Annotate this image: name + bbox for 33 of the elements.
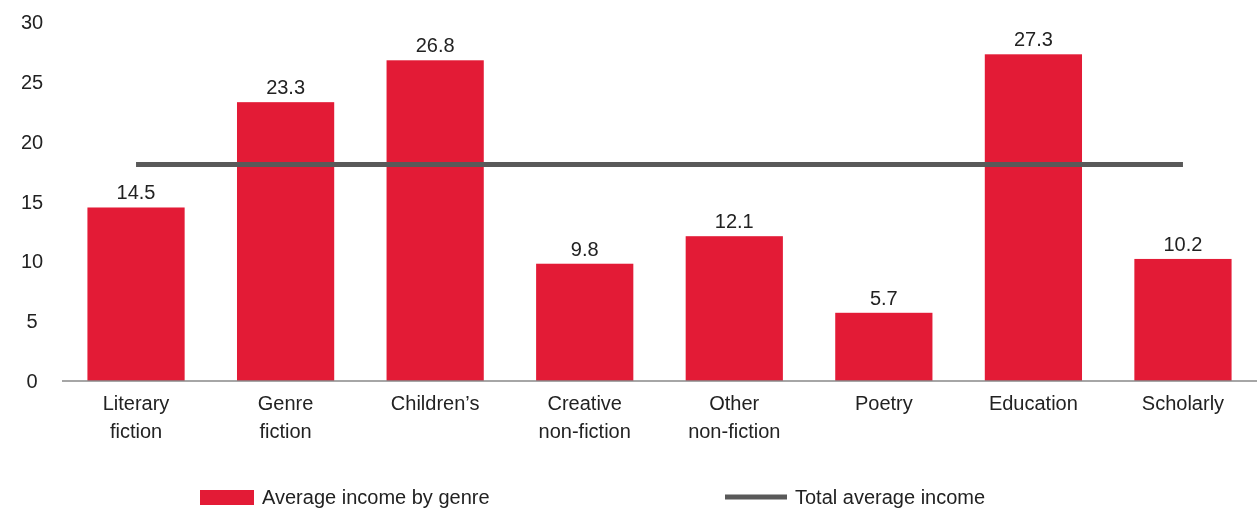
- y-tick-label: 20: [20, 130, 44, 153]
- data-label: 12.1: [714, 210, 754, 233]
- x-tick-label: Creative non-fiction: [538, 392, 631, 442]
- y-tick-label: 30: [20, 11, 44, 33]
- bar: [1134, 258, 1232, 381]
- bar: [536, 263, 634, 381]
- data-label: 27.3: [1013, 28, 1053, 51]
- y-tick-label: 15: [20, 190, 44, 213]
- bar: [685, 236, 783, 381]
- x-tick-label: Genre fiction: [257, 392, 314, 442]
- data-label: 14.5: [116, 181, 156, 204]
- bar: [87, 207, 185, 381]
- x-tick-label: Education: [988, 392, 1078, 414]
- y-tick-label: 25: [20, 70, 44, 93]
- bar: [386, 60, 484, 381]
- y-tick-label: 0: [26, 370, 38, 392]
- data-label: 5.7: [869, 286, 898, 309]
- y-tick-label: 5: [26, 310, 38, 333]
- data-label: 9.8: [570, 237, 599, 260]
- y-tick-label: 10: [20, 250, 44, 273]
- x-tick-label: Other non-fiction: [688, 392, 781, 442]
- data-label: 10.2: [1163, 232, 1203, 255]
- bar: [835, 312, 933, 381]
- data-label: 23.3: [266, 76, 306, 99]
- legend-label: Total average income: [795, 486, 986, 508]
- bar: [236, 102, 335, 381]
- x-tick-label: Scholarly: [1141, 392, 1225, 414]
- x-tick-label: Children’s: [390, 392, 480, 414]
- x-tick-label: Poetry: [854, 392, 913, 414]
- data-label: 26.8: [415, 34, 455, 57]
- x-tick-label: Literary fiction: [102, 392, 170, 442]
- legend-label: Average income by genre: [262, 486, 490, 508]
- bar: [984, 54, 1083, 381]
